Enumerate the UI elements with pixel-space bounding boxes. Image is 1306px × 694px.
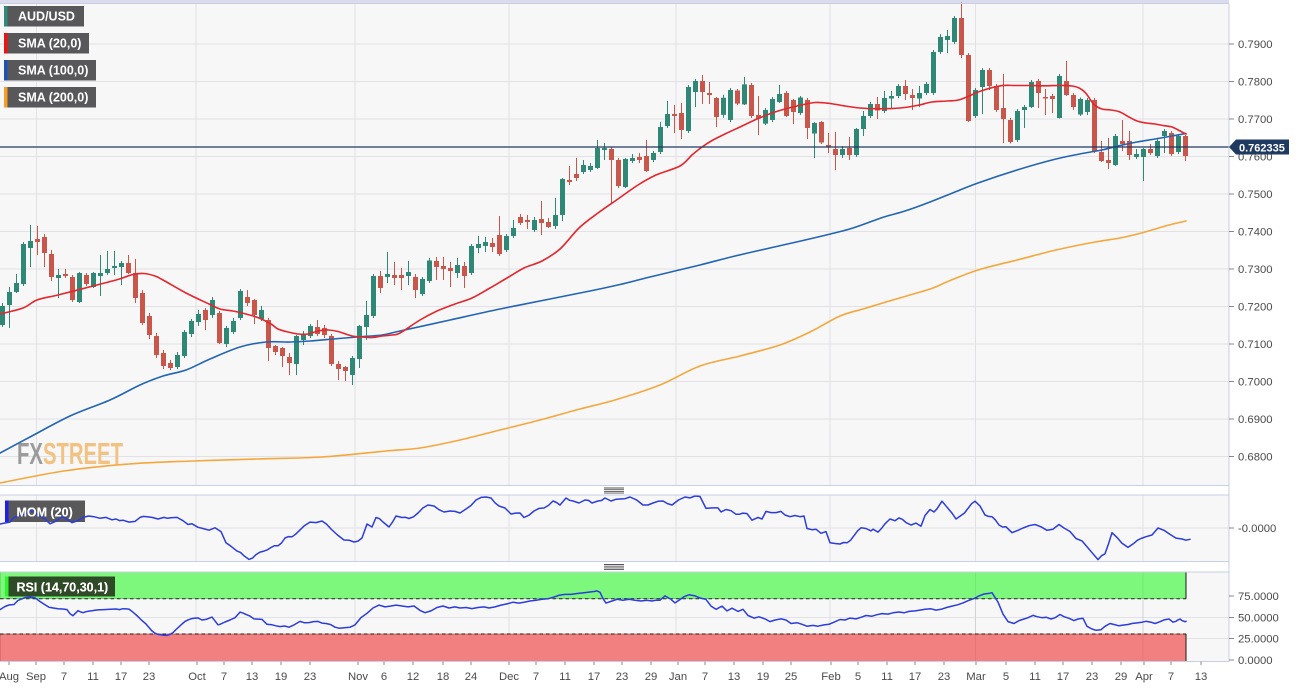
svg-text:RSI (14,70,30,1): RSI (14,70,30,1) — [17, 581, 109, 595]
svg-text:0.762335: 0.762335 — [1239, 142, 1285, 154]
svg-text:75.0000: 75.0000 — [1238, 591, 1279, 603]
svg-text:25: 25 — [785, 671, 798, 683]
svg-text:0.6800: 0.6800 — [1238, 452, 1273, 464]
svg-text:23: 23 — [616, 671, 629, 683]
svg-text:SMA (100,0): SMA (100,0) — [18, 64, 88, 78]
svg-text:0.7700: 0.7700 — [1238, 114, 1273, 126]
svg-text:29: 29 — [1115, 671, 1128, 683]
svg-text:0.7300: 0.7300 — [1238, 264, 1273, 276]
svg-text:0.7100: 0.7100 — [1238, 339, 1273, 351]
svg-text:Aug: Aug — [0, 671, 19, 683]
svg-text:0.7600: 0.7600 — [1238, 152, 1273, 164]
svg-text:17: 17 — [909, 671, 922, 683]
svg-text:17: 17 — [1057, 671, 1070, 683]
svg-text:6: 6 — [381, 671, 387, 683]
svg-text:13: 13 — [246, 671, 259, 683]
svg-text:5: 5 — [1003, 671, 1009, 683]
svg-text:23: 23 — [1086, 671, 1099, 683]
svg-text:19: 19 — [275, 671, 288, 683]
svg-text:11: 11 — [1029, 671, 1041, 683]
svg-text:AUD/USD: AUD/USD — [18, 10, 75, 24]
svg-text:23: 23 — [143, 671, 156, 683]
svg-text:23: 23 — [304, 671, 317, 683]
svg-text:Nov: Nov — [348, 671, 368, 683]
svg-text:17: 17 — [115, 671, 128, 683]
svg-text:18: 18 — [437, 671, 450, 683]
svg-text:5: 5 — [855, 671, 861, 683]
svg-text:13: 13 — [1195, 671, 1208, 683]
svg-text:17: 17 — [588, 671, 601, 683]
svg-text:0.7000: 0.7000 — [1238, 377, 1273, 389]
svg-text:Feb: Feb — [821, 671, 840, 683]
svg-text:0.7400: 0.7400 — [1238, 227, 1273, 239]
svg-text:12: 12 — [407, 671, 420, 683]
svg-text:11: 11 — [559, 671, 571, 683]
svg-text:13: 13 — [728, 671, 741, 683]
svg-text:MOM (20): MOM (20) — [17, 506, 73, 520]
svg-text:0.7500: 0.7500 — [1238, 189, 1273, 201]
svg-text:7: 7 — [221, 671, 227, 683]
svg-text:0.7200: 0.7200 — [1238, 302, 1273, 314]
svg-text:24: 24 — [465, 671, 478, 683]
svg-text:7: 7 — [702, 671, 708, 683]
svg-text:19: 19 — [757, 671, 770, 683]
svg-text:0.0000: 0.0000 — [1238, 655, 1273, 667]
svg-text:0.6900: 0.6900 — [1238, 414, 1273, 426]
svg-text:25.0000: 25.0000 — [1238, 634, 1279, 646]
svg-text:50.0000: 50.0000 — [1238, 613, 1279, 625]
svg-text:0.7900: 0.7900 — [1238, 39, 1273, 51]
svg-text:Jan: Jan — [669, 671, 687, 683]
svg-text:MOM (20): MOM (20) — [17, 506, 73, 520]
svg-text:Oct: Oct — [188, 671, 206, 683]
svg-text:7: 7 — [61, 671, 67, 683]
svg-text:Dec: Dec — [499, 671, 519, 683]
svg-text:7: 7 — [1168, 671, 1174, 683]
svg-text:Mar: Mar — [966, 671, 986, 683]
svg-text:23: 23 — [938, 671, 951, 683]
svg-text:Apr: Apr — [1135, 671, 1153, 683]
svg-text:29: 29 — [645, 671, 658, 683]
svg-text:SMA (20,0): SMA (20,0) — [18, 37, 81, 51]
svg-text:SMA (200,0): SMA (200,0) — [18, 91, 88, 105]
svg-text:0.7800: 0.7800 — [1238, 77, 1273, 89]
svg-text:-0.0000: -0.0000 — [1238, 523, 1276, 535]
svg-text:7: 7 — [533, 671, 539, 683]
svg-text:RSI (14,70,30,1): RSI (14,70,30,1) — [17, 581, 109, 595]
svg-text:11: 11 — [87, 671, 99, 683]
svg-text:11: 11 — [881, 671, 893, 683]
svg-text:Sep: Sep — [26, 671, 46, 683]
